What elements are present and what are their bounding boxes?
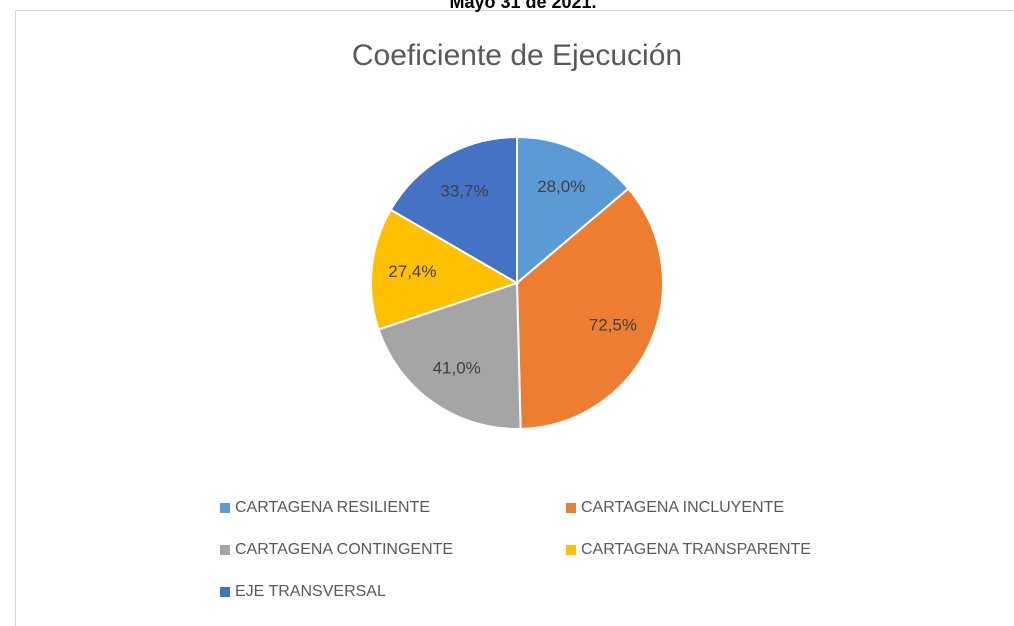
data-label: 41,0% <box>433 359 481 378</box>
legend-swatch <box>220 545 230 555</box>
pie-slice <box>516 135 630 286</box>
data-label: 72,5% <box>589 316 637 335</box>
legend-label: CARTAGENA RESILIENTE <box>235 499 430 516</box>
legend-label: CARTAGENA TRANSPARENTE <box>581 541 811 558</box>
legend-swatch <box>220 587 230 597</box>
pie-slice <box>515 187 664 430</box>
data-label: 28,0% <box>537 177 585 196</box>
data-label: 27,4% <box>388 262 436 281</box>
data-label: 33,7% <box>440 181 488 200</box>
legend-swatch <box>220 503 230 513</box>
legend-label: EJE TRANSVERSAL <box>235 583 386 600</box>
chart-title: Coeficiente de Ejecución <box>352 39 682 72</box>
legend-label: CARTAGENA CONTINGENTE <box>235 541 453 558</box>
legend-label: CARTAGENA INCLUYENTE <box>581 499 784 516</box>
pie-slice <box>370 208 520 331</box>
pie-slice <box>377 281 522 430</box>
legend-swatch <box>566 503 576 513</box>
header: Mayo 31 de 2021. <box>449 0 596 12</box>
pie-slice <box>389 135 518 285</box>
legend-swatch <box>566 545 576 555</box>
